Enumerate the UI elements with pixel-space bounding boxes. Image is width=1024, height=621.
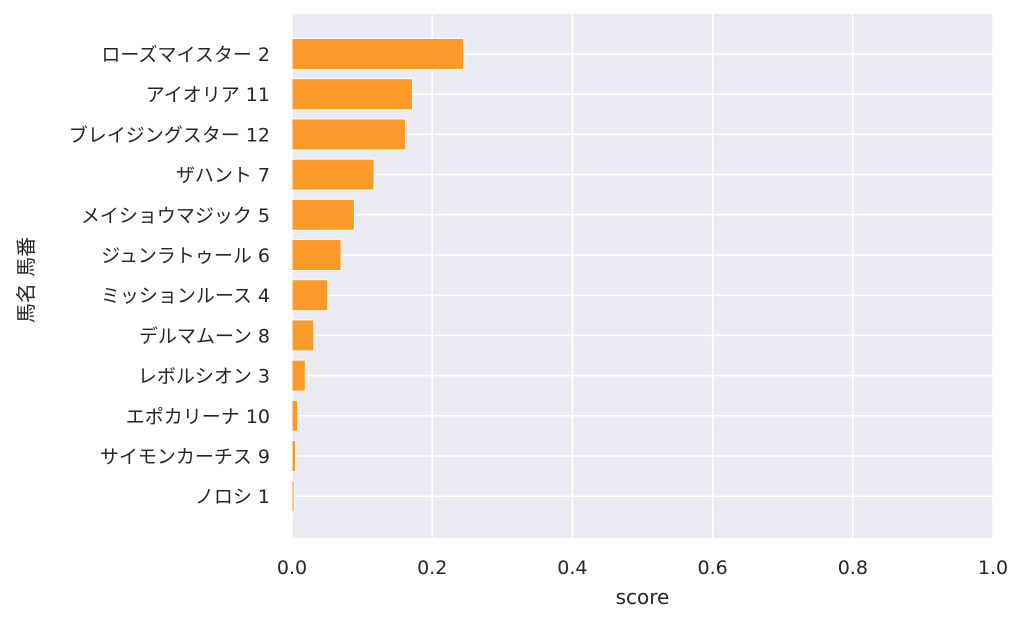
y-tick-label: エポカリーナ 10: [126, 406, 270, 428]
y-tick-label: ノロシ 1: [195, 486, 270, 508]
bar: [291, 279, 329, 312]
x-tick-labels: 0.0 0.2 0.4 0.6 0.8 1.0: [277, 557, 1008, 579]
y-tick-label: サイモンカーチス 9: [100, 446, 270, 468]
y-tick-labels: ローズマイスター 2 アイオリア 11 ブレイジングスター 12 ザハント 7 メイショ…: [69, 44, 270, 508]
bar: [291, 78, 414, 111]
bars: [291, 38, 465, 513]
x-tick-label: 0.0: [277, 557, 307, 579]
bar: [291, 399, 299, 432]
y-tick-label: ミッションルース 4: [101, 285, 270, 307]
bar: [291, 440, 297, 472]
y-tick-label: ザハント 7: [176, 165, 270, 187]
x-axis-label: score: [616, 585, 670, 609]
y-tick-label: レボルシオン 3: [138, 366, 270, 388]
bar: [291, 198, 355, 231]
bar: [291, 480, 295, 513]
y-tick-label: アイオリア 11: [146, 84, 270, 106]
x-tick-label: 0.4: [557, 557, 587, 579]
bar: [291, 239, 342, 271]
x-tick-label: 0.2: [417, 557, 447, 579]
y-tick-label: ローズマイスター 2: [101, 44, 270, 66]
y-axis-label: 馬名 馬番: [14, 237, 38, 323]
bar: [291, 158, 375, 191]
bar: [291, 38, 465, 70]
x-tick-label: 0.8: [838, 557, 868, 579]
bar: [291, 319, 315, 352]
y-tick-label: デルマムーン 8: [139, 325, 270, 347]
y-tick-label: メイショウマジック 5: [81, 205, 270, 227]
bar: [291, 118, 407, 151]
x-tick-label: 1.0: [978, 557, 1008, 579]
y-tick-label: ジュンラトゥール 6: [101, 245, 270, 267]
x-tick-label: 0.6: [697, 557, 727, 579]
y-tick-label: ブレイジングスター 12: [69, 123, 270, 146]
bar: [291, 359, 306, 392]
